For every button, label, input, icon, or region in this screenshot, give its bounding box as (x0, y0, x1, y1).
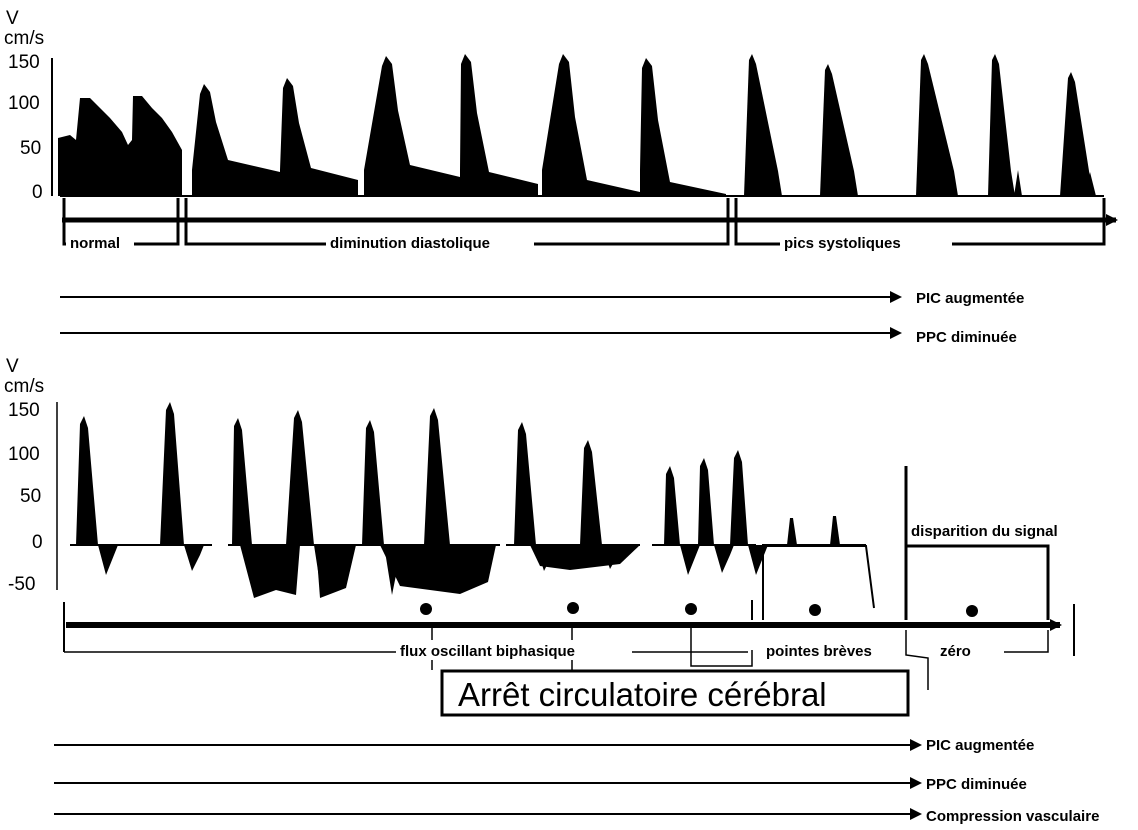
phase-flux-oscillant: flux oscillant biphasique (400, 643, 575, 660)
bottom-unit-v: V (6, 356, 19, 377)
wave-dim-4 (460, 54, 538, 196)
phase-dots (420, 602, 978, 617)
pointe-2 (830, 516, 840, 545)
label-pic-bottom: PIC augmentée (926, 737, 1034, 754)
label-signal-loss: disparition du signal (911, 523, 1058, 540)
phase-zero: zéro (940, 643, 971, 660)
wave-pic-5b (1086, 172, 1096, 196)
pointe-1 (787, 518, 797, 545)
wave-normal (58, 96, 182, 196)
box-signal-loss (906, 544, 1050, 620)
neg-lobe-2 (316, 545, 356, 598)
bottom-ytick-150: 150 (8, 400, 40, 421)
wave-biph-2 (160, 402, 204, 571)
bottom-ytick-0: 0 (32, 532, 43, 553)
banner-box (440, 669, 910, 717)
wave-biph-11 (730, 450, 768, 575)
wave-biph-7 (514, 422, 556, 571)
neg-lobe-1 (240, 545, 300, 598)
wave-pic-5 (1060, 72, 1093, 196)
top-ytick-0: 0 (32, 182, 43, 203)
wave-pic-1 (744, 54, 782, 196)
label-ppc-bottom: PPC diminuée (926, 776, 1027, 793)
label-ppc-top: PPC diminuée (916, 329, 1017, 346)
bottom-ytick-100: 100 (8, 444, 40, 465)
top-ytick-150: 150 (8, 52, 40, 73)
wave-biph-8 (580, 440, 622, 569)
phase-normal: normal (70, 235, 120, 252)
neg-lobe-3 (380, 545, 496, 594)
phase-pointes-breves: pointes brèves (766, 643, 872, 660)
top-ytick-100: 100 (8, 93, 40, 114)
bottom-ytick-50: 50 (20, 486, 41, 507)
bottom-unit-cms: cm/s (4, 376, 44, 397)
banner-title: Arrêt circulatoire cérébral (458, 676, 827, 713)
wave-pic-4 (988, 54, 1015, 196)
top-unit-v: V (6, 8, 19, 29)
phase-pics: pics systoliques (784, 235, 901, 252)
wave-dim-1 (192, 84, 280, 196)
label-compression: Compression vasculaire (926, 808, 1099, 825)
box-pointes-breves (762, 545, 875, 620)
top-unit-cms: cm/s (4, 28, 44, 49)
top-waveforms (58, 54, 1096, 196)
top-panel: V cm/s 150 100 50 0 normal diminution di… (4, 8, 1118, 346)
bottom-waveforms (76, 402, 840, 598)
wave-dim-2 (280, 78, 358, 196)
wave-dim-6 (640, 58, 726, 196)
phase-diminution: diminution diastolique (330, 235, 490, 252)
bottom-ytick-neg50: -50 (8, 574, 35, 595)
label-pic-top: PIC augmentée (916, 290, 1024, 307)
wave-pic-2 (820, 64, 858, 196)
wave-biph-9 (664, 466, 700, 575)
wave-pic-4b (1014, 170, 1022, 196)
wave-dim-5 (542, 54, 640, 196)
bottom-panel: V cm/s 150 100 50 0 -50 disparition du s… (4, 356, 1099, 825)
neg-lobe-4 (530, 545, 640, 570)
wave-biph-1 (76, 416, 118, 575)
wave-pic-3 (916, 54, 958, 196)
wave-biph-10 (698, 458, 734, 573)
top-ytick-50: 50 (20, 138, 41, 159)
wave-dim-3 (364, 56, 460, 196)
